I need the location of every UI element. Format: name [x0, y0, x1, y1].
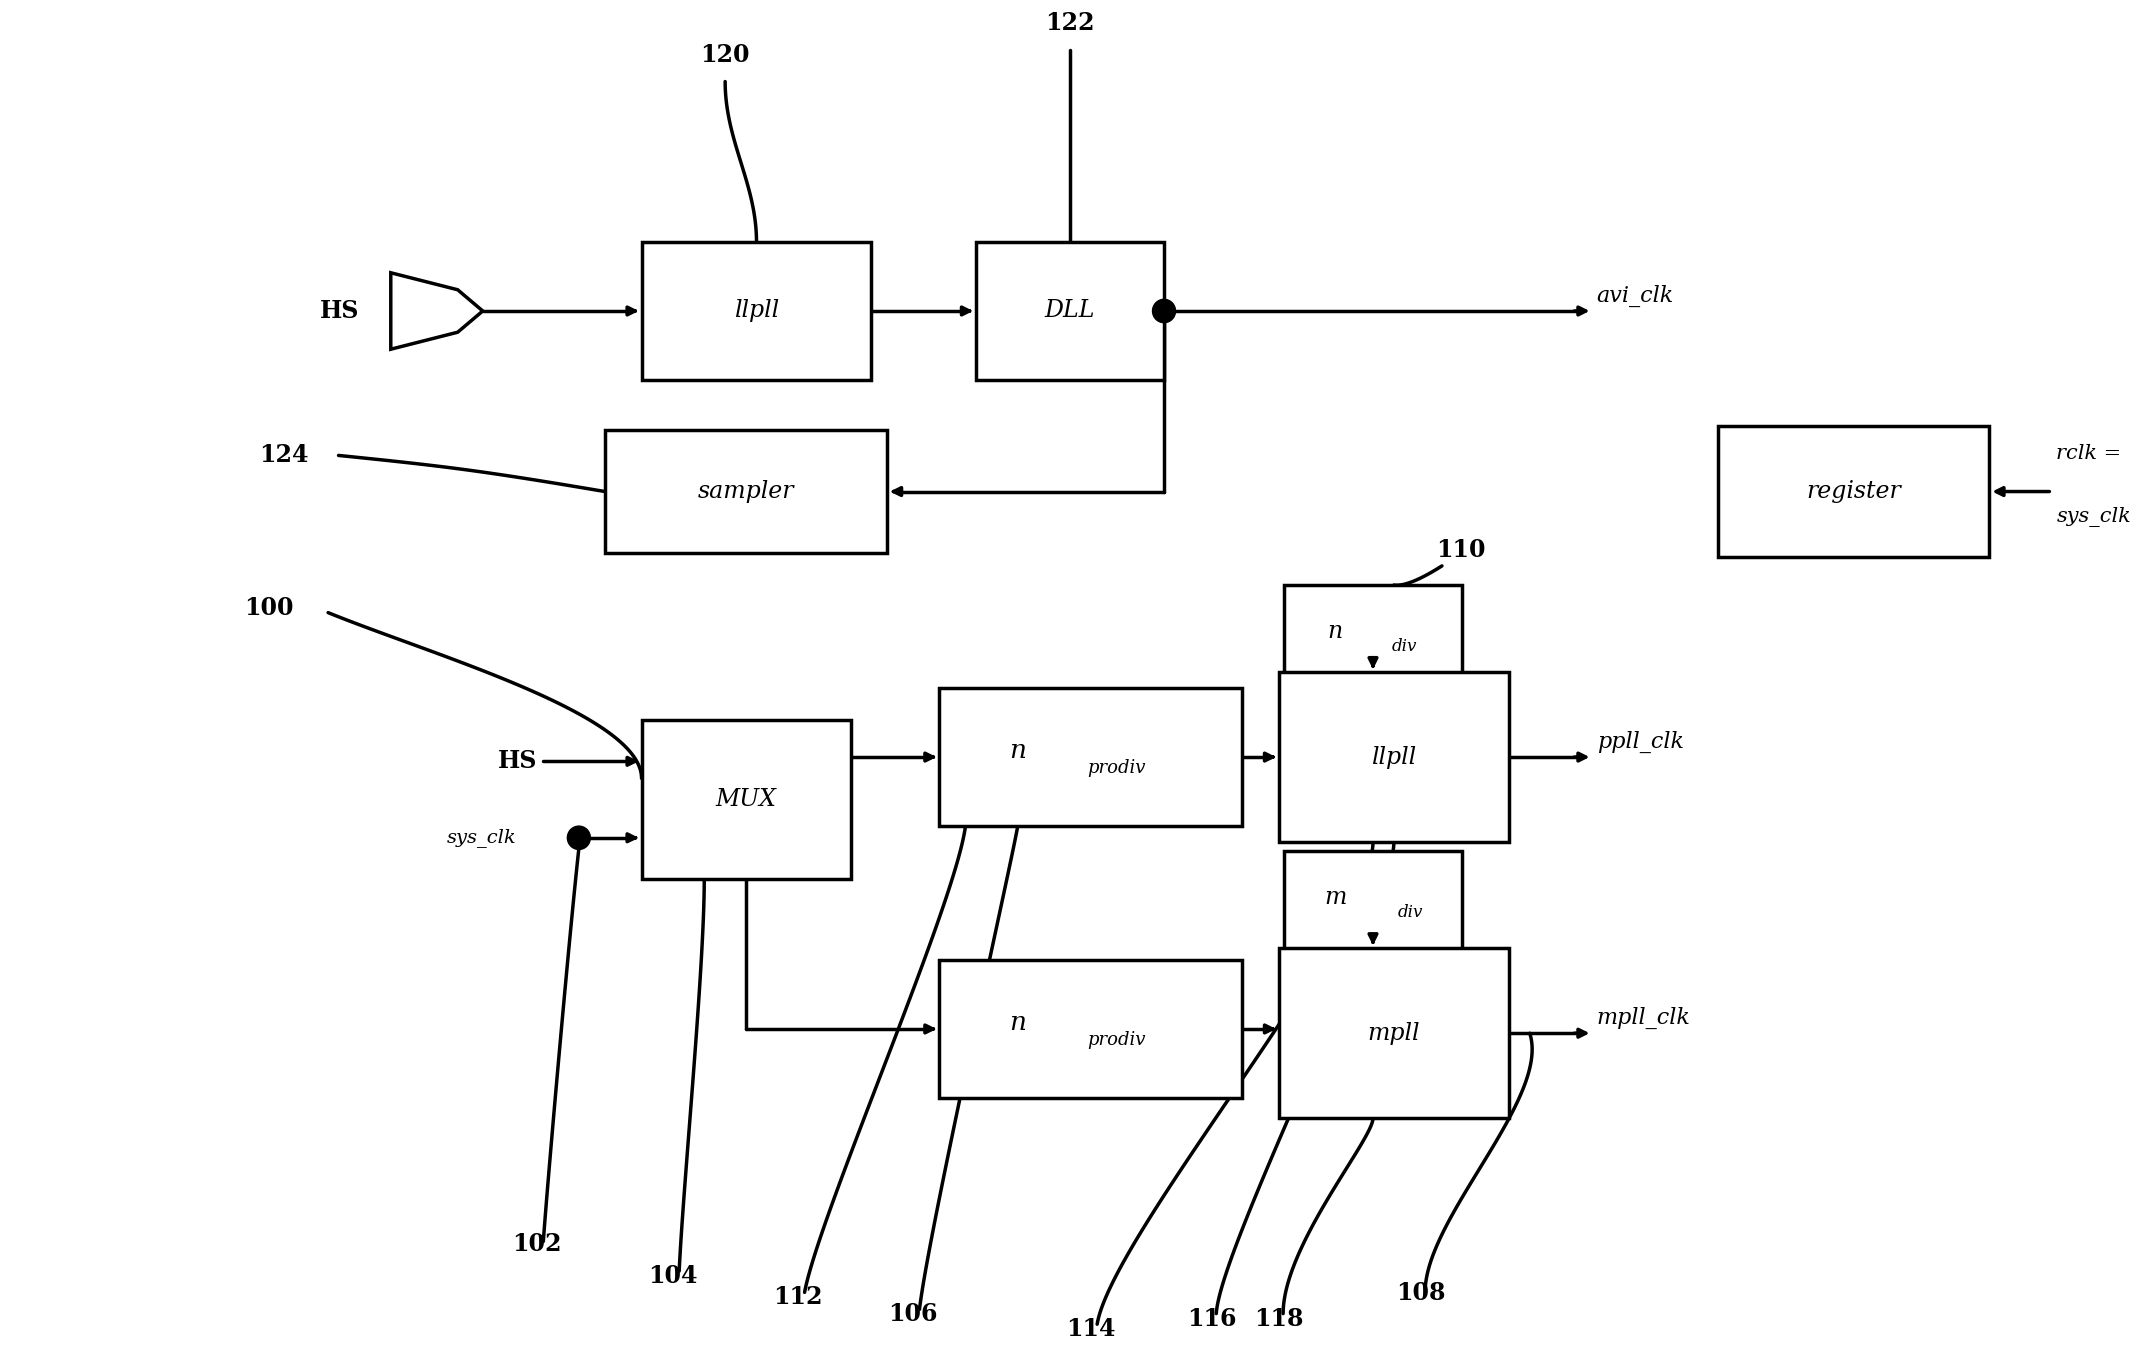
- Text: avi_clk: avi_clk: [1597, 285, 1674, 308]
- Text: rclk =: rclk =: [2057, 443, 2122, 462]
- Text: 100: 100: [244, 597, 294, 621]
- Bar: [1284, 850, 1462, 961]
- Text: prodiv: prodiv: [1087, 759, 1144, 777]
- Bar: [939, 960, 1243, 1098]
- Text: HS: HS: [319, 298, 360, 323]
- Text: HS: HS: [497, 750, 538, 773]
- Text: llpll: llpll: [733, 300, 780, 323]
- Bar: [1279, 673, 1509, 842]
- Text: mpll_clk: mpll_clk: [1597, 1008, 1691, 1029]
- Text: sys_clk: sys_clk: [2057, 507, 2130, 527]
- Circle shape: [568, 826, 589, 849]
- Text: mpll: mpll: [1367, 1021, 1421, 1044]
- Text: div: div: [1391, 639, 1417, 655]
- Text: n: n: [1329, 620, 1344, 643]
- Bar: [939, 687, 1243, 826]
- Bar: [641, 241, 872, 380]
- Circle shape: [1153, 300, 1177, 323]
- Bar: [604, 430, 887, 553]
- Text: 110: 110: [1436, 537, 1485, 561]
- Text: 108: 108: [1397, 1281, 1447, 1304]
- Text: 120: 120: [701, 42, 750, 66]
- Text: 124: 124: [259, 443, 309, 468]
- Text: n: n: [1009, 738, 1026, 763]
- Text: ppll_clk: ppll_clk: [1597, 731, 1684, 754]
- Bar: [975, 241, 1164, 380]
- Text: 102: 102: [512, 1233, 561, 1256]
- Bar: [641, 720, 851, 879]
- Text: div: div: [1397, 903, 1423, 921]
- Text: 118: 118: [1254, 1307, 1303, 1330]
- Text: n: n: [1009, 1010, 1026, 1035]
- Text: 106: 106: [889, 1302, 939, 1326]
- Text: 112: 112: [774, 1285, 823, 1310]
- Text: sampler: sampler: [699, 480, 795, 503]
- Bar: [1719, 426, 1989, 557]
- Text: llpll: llpll: [1372, 746, 1417, 769]
- Text: register: register: [1807, 480, 1901, 503]
- Text: 114: 114: [1065, 1317, 1117, 1341]
- Bar: [1284, 584, 1462, 696]
- Text: 122: 122: [1046, 11, 1095, 35]
- Text: prodiv: prodiv: [1087, 1031, 1144, 1048]
- Text: m: m: [1324, 885, 1346, 909]
- Text: 116: 116: [1187, 1307, 1237, 1330]
- Polygon shape: [390, 273, 482, 350]
- Text: 104: 104: [647, 1264, 699, 1288]
- Text: sys_clk: sys_clk: [446, 829, 516, 848]
- Bar: [1279, 948, 1509, 1119]
- Text: MUX: MUX: [716, 788, 776, 811]
- Text: DLL: DLL: [1046, 300, 1095, 323]
